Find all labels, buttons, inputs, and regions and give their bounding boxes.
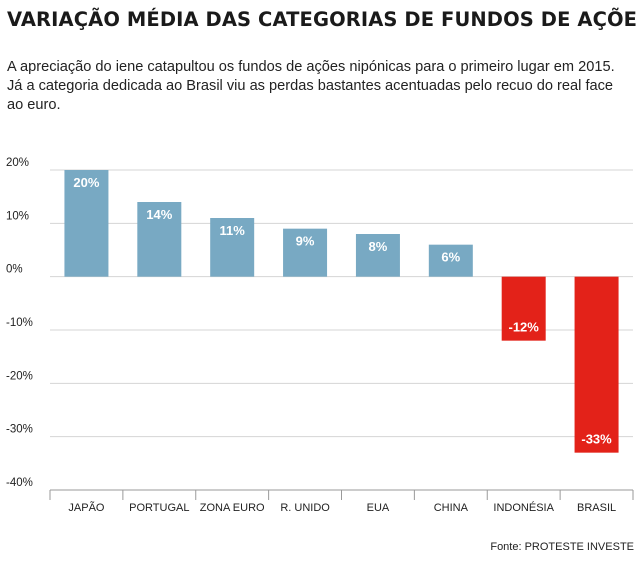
value-label: 20%	[73, 175, 99, 190]
category-label: R. UNIDO	[280, 502, 330, 514]
value-label: 14%	[146, 207, 172, 222]
bar	[210, 218, 255, 277]
y-tick-label: 10%	[6, 210, 29, 222]
y-tick-label: -10%	[6, 317, 33, 329]
chart-title: VARIAÇÃO MÉDIA DAS CATEGORIAS DE FUNDOS …	[7, 8, 638, 31]
bar	[64, 170, 109, 277]
y-tick-label: -40%	[6, 477, 33, 489]
value-label: 11%	[220, 223, 246, 238]
axes: 20% 10% 0% -10% -20% -30% -40% JAPÃO PORTUGAL ZON…	[6, 157, 634, 514]
bar	[574, 276, 619, 453]
category-label: PORTUGAL	[129, 502, 189, 514]
y-tick-label: -30%	[6, 424, 33, 436]
category-label: BRASIL	[577, 502, 616, 514]
chart-subtitle: A apreciação do iene catapultou os fundo…	[7, 59, 615, 113]
y-tick-label: 20%	[6, 157, 29, 169]
bars: 20% 14% 11% 9% 8% 6% -12% -33%	[64, 170, 619, 453]
y-tick-label: -20%	[6, 370, 33, 382]
source-note: Fonte: PROTESTE INVESTE	[490, 541, 634, 553]
y-tick-label: 0%	[6, 264, 23, 276]
category-label: CHINA	[434, 502, 469, 514]
bar	[501, 276, 546, 341]
bar	[283, 228, 328, 277]
category-label: EUA	[367, 502, 390, 514]
bar	[137, 202, 182, 277]
value-label: 6%	[441, 250, 460, 265]
value-label: -33%	[581, 432, 612, 447]
category-label: INDONÉSIA	[493, 501, 554, 514]
value-label: 9%	[296, 234, 315, 249]
bar	[428, 244, 473, 277]
value-label: -12%	[509, 320, 540, 335]
bar	[355, 234, 400, 277]
category-label: ZONA EURO	[200, 502, 265, 514]
category-label: JAPÃO	[68, 501, 105, 514]
value-label: 8%	[369, 239, 388, 254]
